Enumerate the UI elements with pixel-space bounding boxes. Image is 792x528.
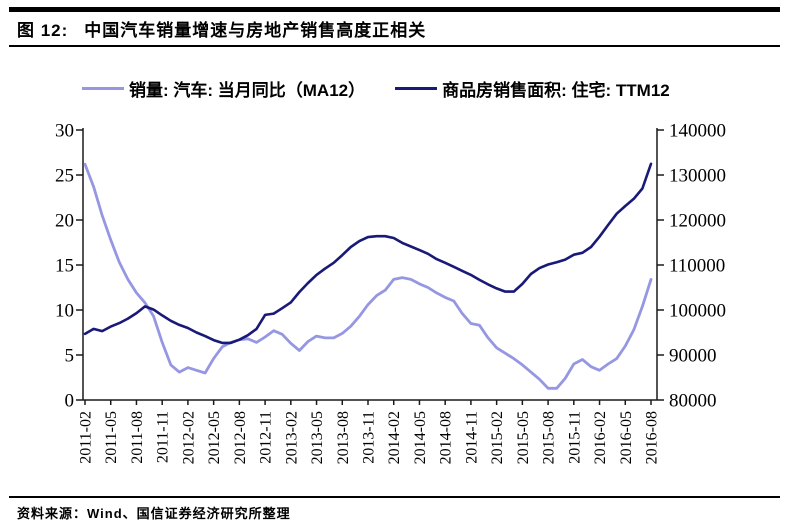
title-divider (9, 45, 780, 47)
x-tick-label: 2014-08 (438, 411, 455, 464)
legend-item-auto-sales: 销量: 汽车: 当月同比（MA12） (82, 76, 365, 101)
y-left-tick-label: 25 (55, 166, 74, 187)
y-right-tick-label: 80000 (669, 391, 717, 412)
housing-sales-line-swatch (395, 87, 438, 90)
x-tick-label: 2016-05 (618, 411, 635, 464)
figure-number-label: 图 12: (17, 21, 69, 40)
figure-title: 中国汽车销量增速与房地产销售高度正相关 (84, 21, 427, 40)
x-tick-label: 2012-08 (232, 411, 249, 464)
y-right-tick-label: 140000 (669, 121, 726, 142)
y-right-tick-label: 100000 (669, 301, 726, 322)
x-tick-label: 2012-02 (180, 411, 197, 464)
x-tick-label: 2015-05 (515, 411, 532, 464)
x-tick-label: 2015-08 (541, 411, 558, 464)
legend-label-auto-sales: 销量: 汽车: 当月同比（MA12） (129, 81, 366, 100)
x-tick-label: 2016-08 (644, 411, 661, 464)
y-right-tick-label: 110000 (669, 256, 725, 277)
x-tick-label: 2015-11 (566, 411, 583, 464)
x-tick-label: 2016-02 (592, 411, 609, 464)
y-left-tick-label: 5 (65, 346, 75, 367)
x-tick-label: 2014-05 (412, 411, 429, 464)
x-tick-label: 2013-05 (309, 411, 326, 464)
y-left-tick-label: 10 (55, 301, 74, 322)
x-tick-label: 2013-02 (283, 411, 300, 464)
x-tick-label: 2015-02 (489, 411, 506, 464)
x-tick-label: 2011-05 (103, 411, 120, 464)
x-tick-label: 2014-11 (463, 411, 480, 464)
source-note: 资料来源：Wind、国信证券经济研究所整理 (17, 506, 291, 521)
y-left-tick-label: 15 (55, 256, 74, 277)
y-right-tick-label: 130000 (669, 166, 726, 187)
x-tick-label: 2013-08 (335, 411, 352, 464)
source-divider (9, 496, 780, 498)
x-tick-label: 2013-11 (361, 411, 378, 464)
chart-legend: 销量: 汽车: 当月同比（MA12） 商品房销售面积: 住宅: TTM12 (82, 76, 670, 101)
x-tick-label: 2012-05 (206, 411, 223, 464)
x-tick-label: 2014-02 (386, 411, 403, 464)
y-left-tick-label: 30 (55, 121, 74, 142)
x-tick-label: 2012-11 (258, 411, 275, 464)
auto-sales-line-swatch (82, 87, 124, 90)
legend-item-housing-sales: 商品房销售面积: 住宅: TTM12 (395, 76, 670, 101)
x-tick-label: 2011-11 (155, 411, 172, 463)
x-tick-label: 2011-02 (78, 411, 95, 464)
y-left-tick-label: 20 (55, 211, 74, 232)
figure-title-row: 图 12: 中国汽车销量增速与房地产销售高度正相关 (17, 16, 426, 41)
top-rule (9, 7, 780, 12)
y-left-tick-label: 0 (65, 391, 75, 412)
x-tick-label: 2011-08 (129, 411, 146, 464)
y-right-tick-label: 120000 (669, 211, 726, 232)
series-auto-sales-line (83, 162, 653, 390)
legend-label-housing-sales: 商品房销售面积: 住宅: TTM12 (442, 81, 670, 100)
series-housing-sales-line (83, 162, 653, 345)
y-right-tick-label: 90000 (669, 346, 717, 367)
